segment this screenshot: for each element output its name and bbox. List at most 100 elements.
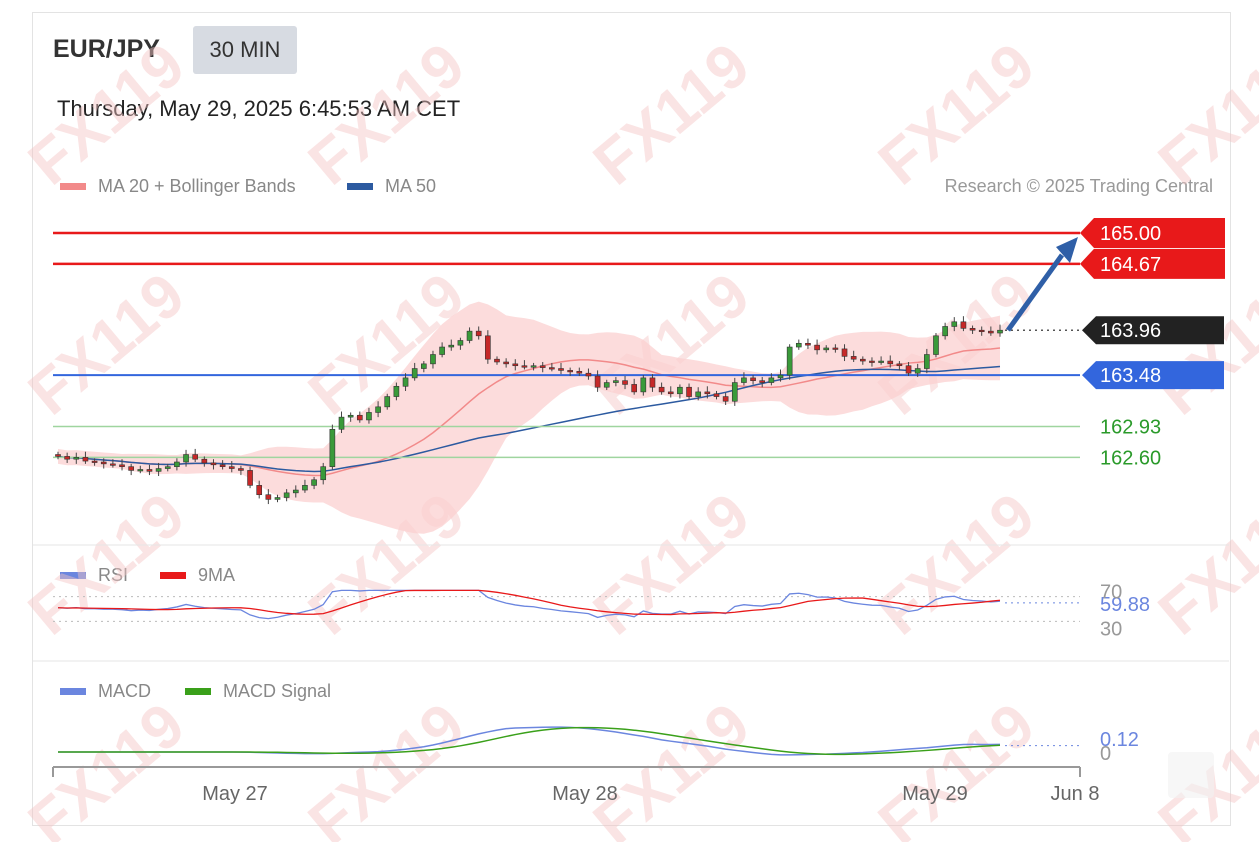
candle-bull bbox=[603, 382, 610, 388]
candle-bear bbox=[567, 370, 573, 373]
candle-bull bbox=[741, 377, 747, 383]
support-label: 162.93 bbox=[1100, 416, 1161, 438]
candle-bear bbox=[228, 466, 235, 469]
watermark: FX119 bbox=[16, 480, 198, 648]
candle-bear bbox=[832, 347, 839, 350]
candle-bear bbox=[91, 460, 98, 463]
legend-ma50[interactable]: MA 50 bbox=[347, 176, 436, 197]
candle-bear bbox=[658, 386, 665, 393]
candle-bear bbox=[631, 384, 637, 393]
bollinger-fill bbox=[58, 301, 1000, 534]
rsi-30-label: 30 bbox=[1100, 618, 1122, 640]
rsi-line bbox=[57, 589, 1001, 620]
candle-bull bbox=[302, 485, 308, 491]
candle-bear bbox=[814, 344, 820, 351]
candle-bear bbox=[82, 457, 89, 462]
candle-bear bbox=[265, 494, 272, 500]
candle-bull bbox=[677, 386, 683, 395]
pivot-tag bbox=[1082, 361, 1224, 390]
x-tick-label: May 29 bbox=[902, 783, 968, 805]
scroll-right-button[interactable] bbox=[1168, 752, 1214, 798]
candle-bull bbox=[73, 457, 80, 460]
bollinger-bands bbox=[58, 301, 1000, 534]
candle-bear bbox=[146, 469, 153, 472]
candle-bull bbox=[823, 347, 830, 351]
legend-macd-signal[interactable]: MACD Signal bbox=[185, 681, 331, 702]
timeframe-button[interactable]: 30 MIN bbox=[193, 26, 297, 74]
candle-bull bbox=[457, 340, 464, 346]
candle-bull bbox=[338, 416, 345, 430]
candle-bear bbox=[860, 358, 866, 362]
candle-bear bbox=[594, 375, 601, 388]
x-tick-label: May 27 bbox=[202, 783, 268, 805]
legend-macd[interactable]: MACD bbox=[60, 681, 151, 702]
candle-bull bbox=[164, 466, 171, 469]
candle-bear bbox=[558, 368, 564, 371]
candle-bull bbox=[402, 377, 409, 387]
macd-panel: 0.120 bbox=[58, 726, 1139, 765]
legend-rsi-label: RSI bbox=[98, 565, 129, 585]
candle-bear bbox=[667, 391, 674, 395]
candle-bear bbox=[960, 321, 967, 329]
candle-bear bbox=[759, 380, 766, 383]
candle-bull bbox=[347, 414, 354, 418]
watermark: FX119 bbox=[581, 480, 763, 648]
candle-bear bbox=[969, 328, 976, 331]
candle-bull bbox=[777, 374, 784, 379]
x-tick-label: May 28 bbox=[552, 783, 618, 805]
candle-bear bbox=[841, 348, 848, 357]
candle-bull bbox=[768, 377, 775, 383]
macd-line bbox=[58, 726, 1001, 756]
candle-bull bbox=[942, 326, 948, 337]
macd-zero-label: 0 bbox=[1100, 743, 1111, 765]
candle-bear bbox=[869, 360, 875, 363]
support-label: 162.60 bbox=[1100, 447, 1161, 469]
candle-bull bbox=[448, 344, 455, 348]
candle-bear bbox=[256, 485, 263, 496]
watermark: FX119 bbox=[16, 30, 198, 198]
resistance-tag bbox=[1080, 248, 1225, 279]
candle-bull bbox=[914, 368, 921, 374]
legend-rsi[interactable]: RSI bbox=[60, 565, 128, 586]
candle-bear bbox=[576, 371, 583, 374]
projection-shaft bbox=[1005, 253, 1065, 332]
candle-bull bbox=[292, 489, 299, 494]
pivot-label: 163.48 bbox=[1100, 365, 1161, 387]
legend-macd-label: MACD bbox=[98, 681, 151, 701]
watermark: FX119 bbox=[866, 480, 1048, 648]
candle-bear bbox=[119, 464, 125, 467]
candle-bear bbox=[512, 363, 519, 367]
copyright: Research © 2025 Trading Central bbox=[944, 176, 1213, 196]
candle-bull bbox=[613, 380, 619, 383]
legend-ma20[interactable]: MA 20 + Bollinger Bands bbox=[60, 176, 296, 197]
candle-bear bbox=[210, 462, 217, 466]
current-price-tag bbox=[1082, 316, 1224, 345]
legend-macd-signal-label: MACD Signal bbox=[223, 681, 332, 701]
rsi-9ma-line bbox=[57, 589, 1001, 616]
candles bbox=[55, 316, 1003, 505]
candle-bull bbox=[997, 329, 1003, 334]
price-levels bbox=[53, 231, 1080, 459]
watermark: FX119 bbox=[296, 30, 478, 198]
legend-rsi-9ma[interactable]: 9MA bbox=[160, 565, 235, 586]
watermark: FX119 bbox=[1146, 260, 1259, 428]
candle-bull bbox=[731, 382, 738, 402]
candle-bear bbox=[805, 342, 811, 346]
current-price-label: 163.96 bbox=[1100, 320, 1161, 342]
candle-bull bbox=[274, 497, 281, 500]
macd-last-value: 0.12 bbox=[1100, 729, 1139, 751]
candle-bull bbox=[878, 360, 884, 363]
candle-bull bbox=[320, 466, 327, 481]
candle-bear bbox=[649, 377, 656, 388]
x-axis: May 27 May 28 May 29 Jun 8 bbox=[52, 766, 1099, 805]
symbol-title: EUR/JPY bbox=[53, 35, 160, 63]
ma50-swatch bbox=[347, 183, 373, 190]
resistance-label: 165.00 bbox=[1100, 223, 1161, 245]
candle-bull bbox=[329, 428, 336, 467]
candle-bull bbox=[411, 368, 418, 379]
resistance-label: 164.67 bbox=[1100, 254, 1161, 276]
candle-bear bbox=[549, 367, 555, 370]
candle-bull bbox=[393, 385, 400, 397]
